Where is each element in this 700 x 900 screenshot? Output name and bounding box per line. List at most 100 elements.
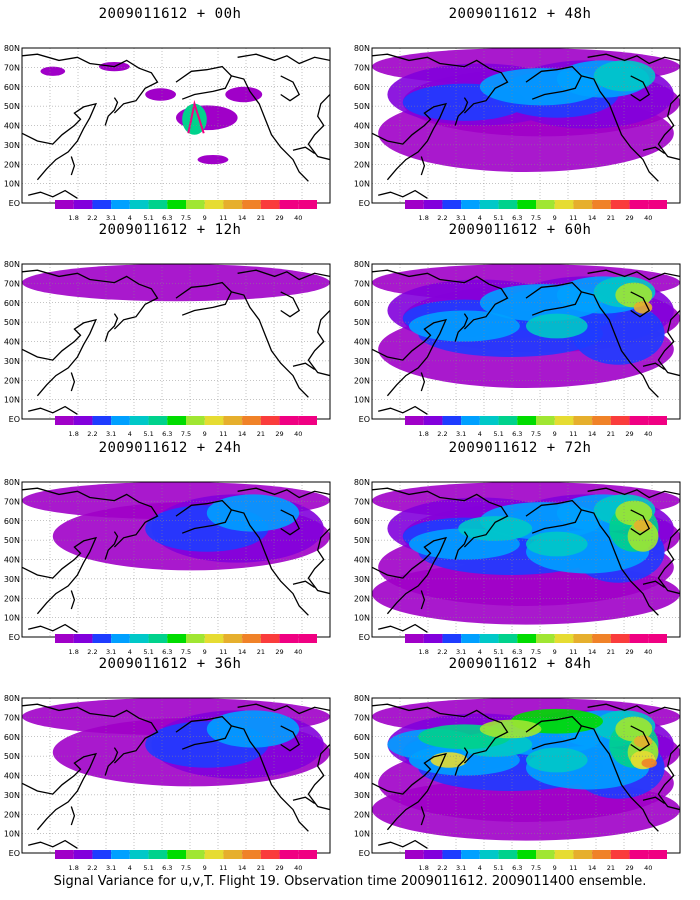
coastline (657, 94, 680, 161)
colorbar-swatch (242, 850, 261, 859)
colorbar-swatch (405, 634, 424, 643)
coastline (70, 156, 76, 176)
colorbar-swatch (629, 416, 649, 425)
colorbar: 1.8 2.2 3.1 4 5.1 6.3 7.5 9 11 14 21 29 40 (55, 634, 317, 656)
coastline (587, 269, 680, 281)
colorbar-swatch (186, 850, 205, 859)
colorbar-swatch (204, 200, 224, 209)
colorbar-swatch (573, 416, 593, 425)
colorbar-label: 2.2 (437, 214, 447, 222)
map-panel: 2009011612 + 72h 80N 70N 60N 50N 40N 30N 20N 10N… (350, 440, 690, 656)
colorbar-swatch (479, 634, 499, 643)
variance-region (430, 752, 468, 768)
latitude-label: 10N (354, 180, 370, 189)
colorbar-label: 21 (257, 648, 265, 656)
coastline (292, 362, 315, 370)
colorbar-label: 9 (203, 648, 207, 656)
latitude-label: 20N (354, 810, 370, 819)
coastline (657, 744, 680, 811)
coastline (372, 536, 448, 615)
coastline (70, 806, 76, 826)
colorbar-swatch (573, 634, 593, 643)
latitude-label: EQ (9, 849, 20, 856)
coastline (292, 146, 315, 154)
colorbar-swatch (648, 634, 667, 643)
colorbar-swatch (592, 416, 611, 425)
colorbar-label: 5.1 (143, 430, 153, 438)
colorbar-label: 2.2 (437, 864, 447, 872)
map-panel: 2009011612 + 36h 80N 70N 60N 50N 40N 30N 20N 10N… (0, 656, 340, 872)
colorbar-label: 9 (203, 864, 207, 872)
colorbar-swatch (279, 200, 299, 209)
colorbar-label: 7.5 (181, 214, 191, 222)
coastline (581, 291, 659, 398)
latitude-label: 70N (354, 279, 370, 288)
variance-peak (187, 99, 205, 134)
colorbar-label: 6.3 (512, 648, 522, 656)
latitude-label: 40N (4, 122, 20, 131)
colorbar-label: 3.1 (106, 864, 116, 872)
colorbar-swatch (298, 200, 317, 209)
coastline (104, 531, 119, 560)
latitude-label: 50N (354, 752, 370, 761)
colorbar-label: 3.1 (106, 214, 116, 222)
coastline (420, 806, 426, 826)
colorbar-label: 11 (219, 430, 227, 438)
colorbar-swatch (610, 634, 630, 643)
colorbar-label: 6.3 (162, 214, 172, 222)
figure-caption: Signal Variance for u,v,T. Flight 19. Ob… (53, 874, 647, 889)
coastline (454, 747, 469, 776)
colorbar-swatch (223, 200, 243, 209)
latitude-label: 40N (354, 122, 370, 131)
colorbar-label: 7.5 (181, 648, 191, 656)
colorbar-label: 1.8 (419, 430, 429, 438)
colorbar-swatch (498, 200, 518, 209)
colorbar-label: 40 (294, 214, 302, 222)
latitude-label: 80N (354, 44, 370, 53)
colorbar-label: 2.2 (87, 430, 97, 438)
colorbar-label: 29 (275, 648, 283, 656)
colorbar-swatch (517, 850, 536, 859)
latitude-label: 10N (4, 830, 20, 839)
colorbar-label: 2.2 (87, 648, 97, 656)
colorbar-label: 21 (257, 214, 265, 222)
colorbar-swatch (55, 416, 74, 425)
latitude-label: 10N (4, 614, 20, 623)
latitude-label: 10N (354, 614, 370, 623)
colorbar: 1.8 2.2 3.1 4 5.1 6.3 7.5 9 11 14 21 29 40 (405, 416, 667, 438)
colorbar-swatch (610, 200, 630, 209)
coastline (657, 310, 680, 377)
latitude-label: 30N (354, 575, 370, 584)
colorbar-label: 6.3 (162, 864, 172, 872)
variance-region (182, 103, 207, 135)
latitude-label: 20N (4, 160, 20, 169)
colorbar-label: 11 (219, 214, 227, 222)
colorbar-swatch (111, 634, 130, 643)
colorbar-swatch (479, 416, 499, 425)
latitude-label: 20N (4, 594, 20, 603)
latitude-label: 40N (4, 556, 20, 565)
colorbar-swatch (461, 200, 480, 209)
latitude-label: 80N (4, 694, 20, 703)
colorbar-swatch (423, 416, 443, 425)
coastline (22, 102, 98, 181)
coastline (587, 487, 680, 499)
coastline (280, 725, 301, 752)
colorbar-swatch (279, 416, 299, 425)
variance-region (40, 66, 66, 76)
panel-title: 2009011612 + 60h (448, 222, 592, 238)
colorbar-label: 14 (238, 648, 246, 656)
colorbar-swatch (479, 850, 499, 859)
variance-region (572, 302, 665, 365)
coastline (642, 146, 665, 154)
colorbar-label: 21 (257, 864, 265, 872)
panel-title: 2009011612 + 84h (448, 656, 592, 672)
colorbar-label: 9 (553, 214, 557, 222)
colorbar-label: 29 (625, 430, 633, 438)
coastline (70, 590, 76, 610)
colorbar-label: 4 (128, 214, 132, 222)
coastline (22, 487, 159, 548)
latitude-label: 60N (354, 299, 370, 308)
latitude-label: 30N (354, 357, 370, 366)
latitude-label: 30N (4, 357, 20, 366)
